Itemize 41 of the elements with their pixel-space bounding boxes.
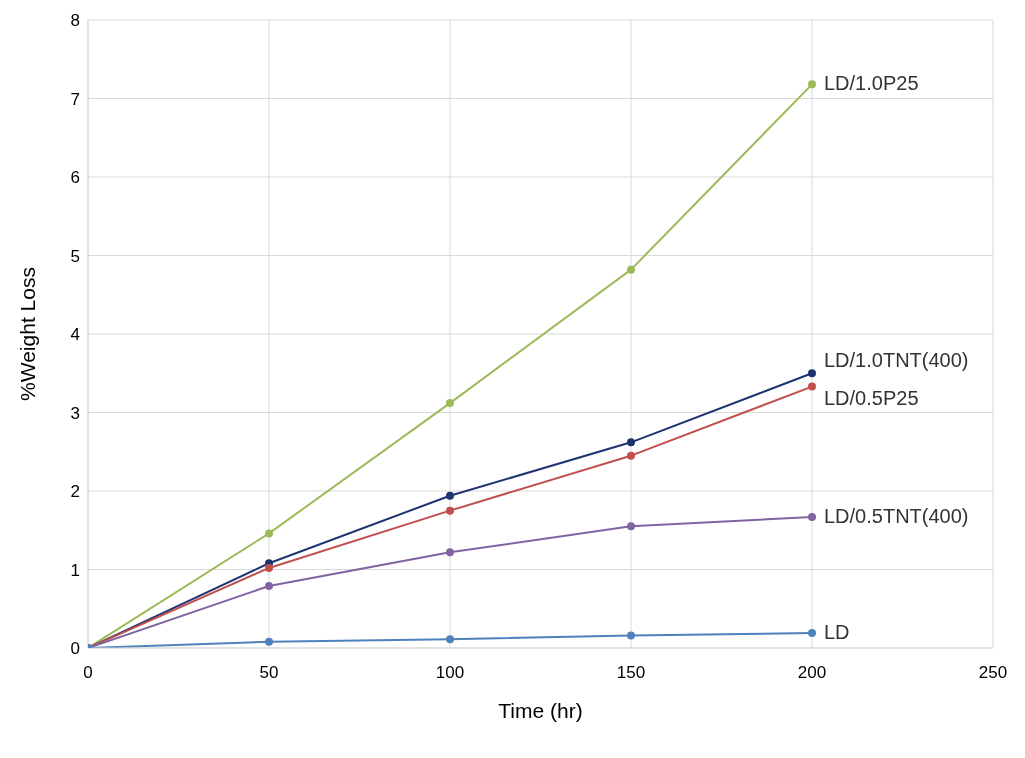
series-label: LD <box>824 621 850 644</box>
point <box>627 451 635 460</box>
y-tick-label: 1 <box>70 560 80 580</box>
series-label: LD/0.5P25 <box>824 386 919 409</box>
y-tick-label: 5 <box>70 246 80 266</box>
point <box>446 506 454 515</box>
x-tick-label: 100 <box>435 663 465 683</box>
point <box>265 529 273 538</box>
series-label: LD/1.0TNT(400) <box>824 349 969 372</box>
y-tick-label: 7 <box>70 89 80 109</box>
y-tick-label: 8 <box>70 11 80 31</box>
point <box>808 382 816 391</box>
y-tick-label: 6 <box>70 168 80 188</box>
y-tick-label: 0 <box>70 639 80 659</box>
point <box>808 80 816 89</box>
point <box>627 265 635 274</box>
x-tick-label: 200 <box>797 663 827 683</box>
point <box>265 563 273 572</box>
point <box>446 399 454 408</box>
point <box>808 629 816 638</box>
y-axis-title: %Weight Loss <box>16 267 40 401</box>
point <box>446 491 454 500</box>
y-tick-label: 2 <box>70 482 80 502</box>
series-label: LD/1.0P25 <box>824 72 919 95</box>
point <box>265 581 273 590</box>
point <box>808 512 816 521</box>
point <box>627 522 635 531</box>
x-tick-label: 150 <box>616 663 646 683</box>
point <box>446 635 454 644</box>
point <box>446 548 454 557</box>
x-tick-label: 250 <box>978 663 1008 683</box>
point <box>265 637 273 646</box>
y-tick-label: 3 <box>70 403 80 423</box>
point <box>627 631 635 640</box>
x-axis-title: Time (hr) <box>498 699 583 722</box>
x-tick-label: 0 <box>83 663 93 683</box>
series-label: LD/0.5TNT(400) <box>824 504 969 527</box>
point <box>808 369 816 378</box>
point <box>627 438 635 447</box>
y-tick-label: 4 <box>70 325 80 345</box>
x-tick-label: 50 <box>259 663 279 683</box>
